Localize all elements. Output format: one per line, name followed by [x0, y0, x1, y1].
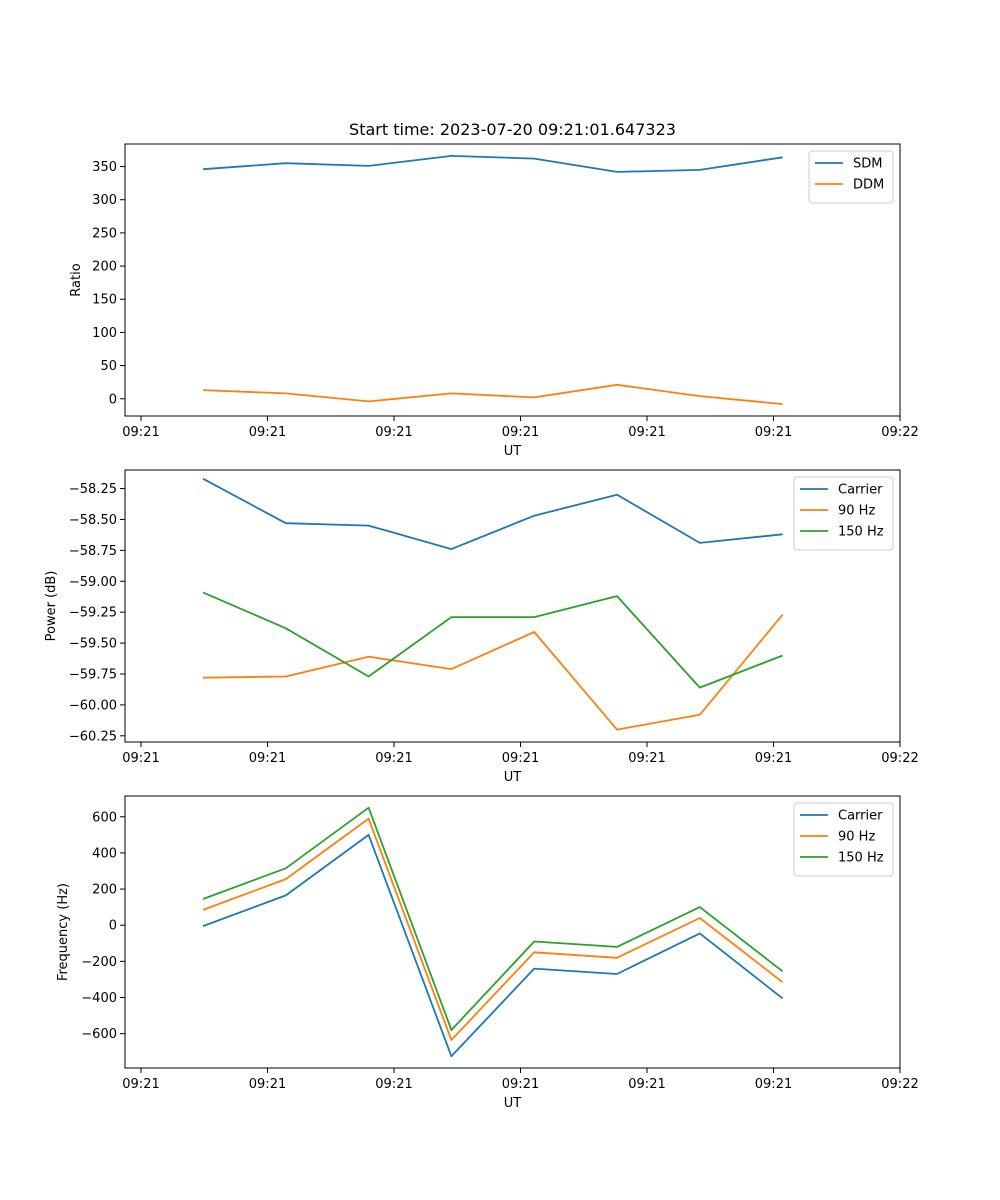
- y-tick-label: −58.50: [69, 513, 117, 528]
- legend: SDM DDM: [808, 150, 894, 204]
- legend-label: 90 Hz: [838, 504, 875, 519]
- y-tick-label: −600: [81, 1027, 117, 1042]
- y-tick-label: 250: [92, 226, 117, 241]
- x-tick-label: 09:22: [881, 1077, 918, 1092]
- x-axis-label: UT: [504, 770, 522, 785]
- x-axis-label: UT: [504, 444, 522, 459]
- plot-frame: [124, 795, 901, 1069]
- x-tick-label: 09:21: [122, 1077, 159, 1092]
- legend: Carrier 90 Hz 150 Hz: [793, 476, 894, 551]
- series-line-90-hz: [202, 614, 784, 731]
- y-tick-label: 200: [92, 883, 117, 898]
- x-tick-label: 09:21: [755, 425, 792, 440]
- legend-label: Carrier: [838, 809, 883, 824]
- x-tick-label: 09:21: [249, 751, 286, 766]
- x-tick-label: 09:21: [628, 751, 665, 766]
- y-tick-label: 0: [109, 919, 117, 934]
- y-tick-label: 150: [92, 293, 117, 308]
- legend-label: Carrier: [838, 483, 883, 498]
- chart-panel-3: 09:21 09:21 09:21 09:21 09:21 09:21 09:22 UT −60…: [56, 795, 919, 1111]
- x-tick-label: 09:21: [502, 425, 539, 440]
- x-tick-label: 09:21: [755, 1077, 792, 1092]
- y-tick-label: −59.00: [69, 575, 117, 590]
- chart-panel-2: 09:21 09:21 09:21 09:21 09:21 09:21 09:22 UT −60…: [44, 469, 919, 785]
- y-tick-label: 400: [92, 846, 117, 861]
- y-tick-label: 600: [92, 810, 117, 825]
- x-tick-label: 09:21: [628, 425, 665, 440]
- y-tick-label: −59.75: [69, 668, 117, 683]
- x-tick-label: 09:22: [881, 751, 918, 766]
- series-line-ddm: [202, 383, 783, 405]
- legend-label: SDM: [853, 157, 882, 172]
- plot-frame: [124, 469, 901, 743]
- plot-frame: [124, 143, 901, 417]
- y-tick-label: −58.75: [69, 544, 117, 559]
- y-tick-label: −58.25: [69, 482, 117, 497]
- x-tick-label: 09:21: [375, 751, 412, 766]
- x-tick-label: 09:21: [375, 1077, 412, 1092]
- x-tick-label: 09:21: [249, 425, 286, 440]
- legend-box: [808, 150, 894, 204]
- x-tick-label: 09:21: [755, 751, 792, 766]
- y-axis-label: Ratio: [69, 263, 84, 296]
- y-axis-label: Power (dB): [44, 571, 59, 642]
- legend-label: 150 Hz: [838, 525, 884, 540]
- y-tick-label: 100: [92, 326, 117, 341]
- x-tick-label: 09:21: [502, 1077, 539, 1092]
- x-tick-label: 09:21: [502, 751, 539, 766]
- x-tick-label: 09:21: [122, 751, 159, 766]
- y-tick-label: 50: [100, 359, 117, 374]
- y-tick-label: 350: [92, 160, 117, 175]
- x-axis-label: UT: [504, 1096, 522, 1111]
- x-tick-label: 09:22: [881, 425, 918, 440]
- y-tick-label: −60.00: [69, 698, 117, 713]
- series-line-90-hz: [202, 817, 784, 1041]
- x-tick-label: 09:21: [375, 425, 412, 440]
- y-tick-label: 200: [92, 260, 117, 275]
- legend-label: DDM: [853, 178, 884, 193]
- series-line-sdm: [202, 154, 783, 173]
- series-line-150-hz: [202, 806, 784, 1031]
- legend: Carrier 90 Hz 150 Hz: [793, 802, 894, 877]
- x-tick-label: 09:21: [249, 1077, 286, 1092]
- x-tick-label: 09:21: [628, 1077, 665, 1092]
- y-tick-label: −59.25: [69, 606, 117, 621]
- y-tick-label: 300: [92, 193, 117, 208]
- chart-panel-1: Start time: 2023-07-20 09:21:01.647323 09…: [69, 120, 919, 459]
- y-tick-label: −200: [81, 955, 117, 970]
- y-tick-label: −59.50: [69, 637, 117, 652]
- chart-title: Start time: 2023-07-20 09:21:01.647323: [349, 120, 676, 139]
- series-line-carrier: [202, 834, 784, 1058]
- series-line-carrier: [202, 477, 783, 550]
- series-line-150-hz: [202, 591, 783, 689]
- legend-label: 150 Hz: [838, 851, 884, 866]
- y-tick-label: 0: [109, 392, 117, 407]
- legend-label: 90 Hz: [838, 830, 875, 845]
- y-axis-label: Frequency (Hz): [56, 883, 71, 981]
- y-tick-label: −60.25: [69, 729, 117, 744]
- x-tick-label: 09:21: [122, 425, 159, 440]
- y-tick-label: −400: [81, 991, 117, 1006]
